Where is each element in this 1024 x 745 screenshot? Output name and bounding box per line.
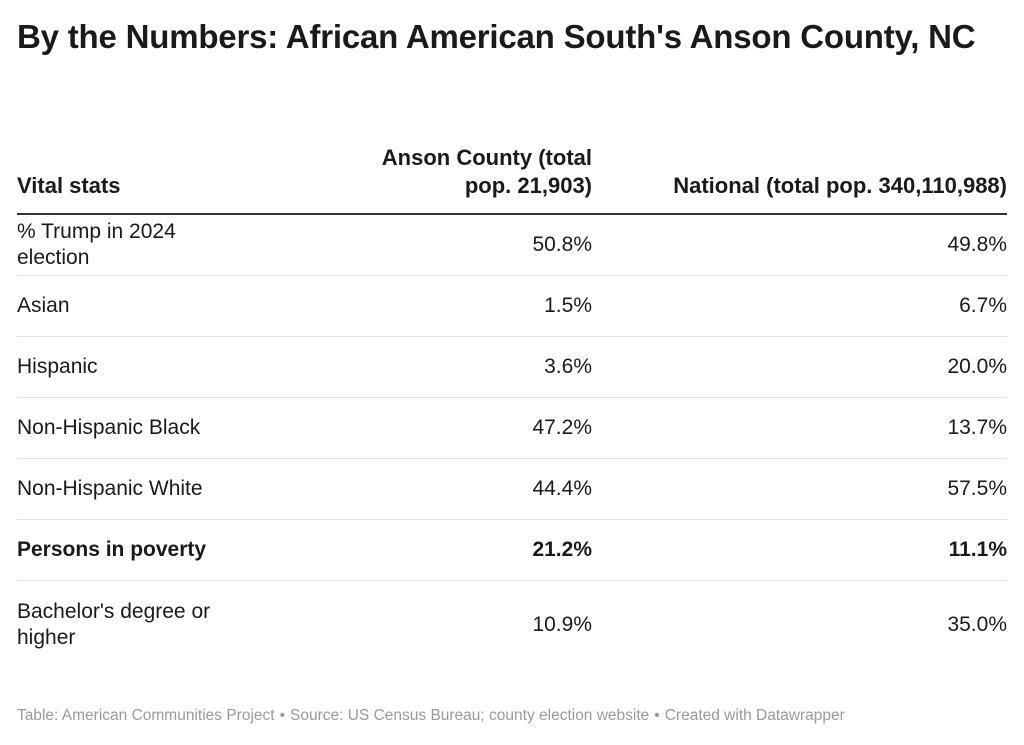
national-value: 49.8% [592,214,1007,276]
table-row: Bachelor's degree or higher 10.9% 35.0% [17,581,1007,670]
national-value: 35.0% [947,613,1007,636]
table-row: Asian 1.5% 6.7% [17,275,1007,337]
data-table: Vital stats Anson County (total pop. 21,… [17,144,1007,669]
chart-container: By the Numbers: African American South's… [17,16,1007,649]
row-label: Bachelor's degree or higher [17,600,211,649]
table-row: Persons in poverty 21.2% 11.1% [17,519,1007,581]
row-label: Persons in poverty [17,519,347,581]
national-value: 20.0% [592,336,1007,398]
table-row: Hispanic 3.6% 20.0% [17,336,1007,398]
table-row: % Trump in 2024 election 50.8% 49.8% [17,214,1007,276]
anson-county-value: 3.6% [347,336,592,398]
anson-county-value: 21.2% [347,519,592,581]
footer-created-with: Created with Datawrapper [664,707,845,724]
national-value: 11.1% [592,519,1007,581]
footer-separator: • [654,707,660,724]
footer-table-credit: Table: American Communities Project [17,707,275,724]
column-header-vital-stats: Vital stats [17,144,347,215]
table-row: Non-Hispanic Black 47.2% 13.7% [17,397,1007,459]
anson-county-value: 47.2% [347,397,592,459]
anson-county-value: 1.5% [347,275,592,337]
chart-footer: Table: American Communities Project • Sour… [17,707,845,725]
table-header: Vital stats Anson County (total pop. 21,… [17,144,1007,215]
national-value: 57.5% [592,458,1007,520]
national-value: 13.7% [592,397,1007,459]
national-value: 6.7% [592,275,1007,337]
row-label: Non-Hispanic Black [17,397,347,459]
column-header-anson-county: Anson County (total pop. 21,903) [347,144,592,215]
anson-county-value: 10.9% [532,613,592,636]
row-label: % Trump in 2024 election [17,214,347,276]
row-label: Non-Hispanic White [17,458,347,520]
anson-county-value: 44.4% [347,458,592,520]
chart-title: By the Numbers: African American South's… [17,18,976,55]
anson-county-value: 50.8% [347,214,592,276]
row-label: Hispanic [17,336,347,398]
table-body: % Trump in 2024 election 50.8% 49.8% Asian 1… [17,214,1007,669]
table-row: Non-Hispanic White 44.4% 57.5% [17,458,1007,520]
header-row: Vital stats Anson County (total pop. 21,… [17,144,1007,215]
footer-source: Source: US Census Bureau; county electio… [290,707,650,724]
column-header-national: National (total pop. 340,110,988) [592,144,1007,215]
row-label: Asian [17,275,347,337]
footer-separator: • [279,707,286,724]
